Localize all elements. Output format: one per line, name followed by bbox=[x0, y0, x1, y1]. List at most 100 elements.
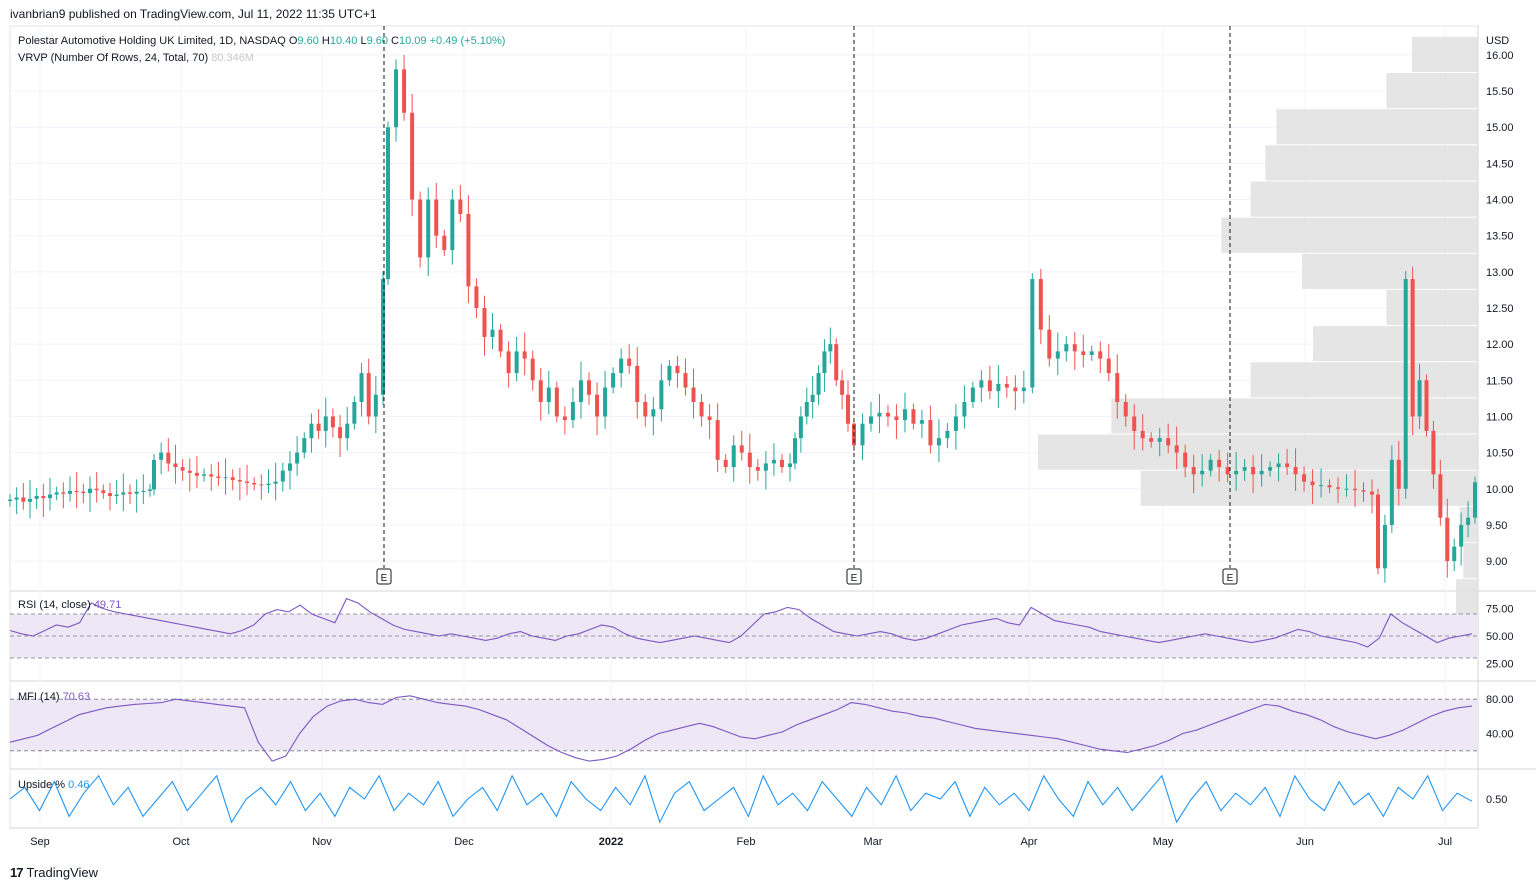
price-tick-label: 11.50 bbox=[1486, 375, 1513, 387]
candle-body bbox=[338, 427, 343, 439]
vrvp-bar bbox=[1038, 434, 1478, 470]
candle-body bbox=[1013, 387, 1018, 392]
candle-body bbox=[1344, 488, 1349, 490]
earnings-marker-label: E bbox=[851, 573, 858, 584]
candle-body bbox=[810, 394, 815, 402]
rsi-band bbox=[10, 614, 1478, 658]
candle-body bbox=[1115, 373, 1120, 402]
candle-body bbox=[28, 498, 32, 502]
close-value: 10.09 bbox=[399, 35, 427, 47]
candle-body bbox=[180, 467, 185, 471]
price-tick-label: 15.00 bbox=[1486, 122, 1514, 134]
candle-body bbox=[538, 380, 543, 402]
symbol-legend: Polestar Automotive Holding UK Limited, … bbox=[18, 35, 505, 47]
time-tick-label: Feb bbox=[737, 836, 756, 848]
tradingview-logo: 17 TradingView bbox=[10, 865, 98, 880]
currency-label: USD bbox=[1486, 35, 1509, 47]
candle-body bbox=[1055, 351, 1060, 359]
candle-body bbox=[1149, 438, 1154, 442]
candle-body bbox=[316, 423, 321, 431]
candle-body bbox=[715, 420, 720, 460]
candle-body bbox=[877, 412, 882, 417]
earnings-marker bbox=[376, 568, 392, 585]
high-value: 10.40 bbox=[329, 35, 358, 47]
candle-body bbox=[1038, 279, 1043, 330]
candle-body bbox=[587, 380, 591, 395]
candle-body bbox=[159, 452, 164, 460]
rsi-tick-label: 50.00 bbox=[1486, 631, 1514, 643]
candle-body bbox=[578, 380, 583, 402]
candle-body bbox=[506, 351, 511, 374]
candle-body bbox=[14, 497, 19, 500]
upside-label: Upside % bbox=[18, 779, 66, 791]
price-tick-label: 13.00 bbox=[1486, 267, 1514, 279]
candle-body bbox=[1285, 463, 1290, 468]
candle-body bbox=[911, 409, 916, 424]
candle-body bbox=[1438, 474, 1443, 518]
candle-body bbox=[121, 492, 126, 495]
candle-body bbox=[128, 492, 132, 494]
candle-body bbox=[1361, 490, 1366, 492]
candle-body bbox=[373, 394, 378, 417]
candle-body bbox=[763, 463, 768, 471]
candle-body bbox=[1234, 470, 1239, 475]
candle-body bbox=[1157, 438, 1162, 442]
candle-body bbox=[1259, 470, 1264, 475]
candle-body bbox=[779, 459, 784, 468]
candle-body bbox=[683, 373, 688, 388]
candle-body bbox=[522, 351, 527, 359]
candle-body bbox=[1081, 351, 1086, 355]
candle-body bbox=[611, 373, 616, 388]
candle-body bbox=[81, 491, 86, 494]
candle-body bbox=[1310, 481, 1315, 486]
candle-body bbox=[987, 380, 992, 392]
mfi-tick-label: 80.00 bbox=[1486, 694, 1514, 706]
candle-body bbox=[1242, 467, 1247, 471]
candle-body bbox=[280, 470, 285, 482]
vrvp-bar bbox=[1250, 362, 1478, 398]
candle-body bbox=[840, 380, 845, 395]
candle-body bbox=[1225, 467, 1230, 475]
mfi-value: 70.63 bbox=[62, 691, 91, 703]
candle-body bbox=[352, 402, 357, 424]
candle-body bbox=[747, 452, 752, 468]
candle-body bbox=[1445, 517, 1450, 562]
candle-body bbox=[1302, 474, 1307, 482]
vrvp-bar bbox=[1221, 217, 1478, 253]
candle-body bbox=[1473, 482, 1477, 518]
earnings-marker bbox=[846, 568, 862, 585]
candle-body bbox=[148, 489, 152, 491]
candle-body bbox=[554, 387, 559, 417]
candle-body bbox=[209, 474, 214, 477]
candle-body bbox=[1251, 467, 1256, 475]
candle-body bbox=[273, 481, 278, 484]
candle-body bbox=[366, 373, 371, 417]
candle-body bbox=[1064, 344, 1069, 352]
candle-body bbox=[1410, 279, 1415, 417]
candle-body bbox=[41, 496, 46, 499]
candle-body bbox=[8, 499, 12, 502]
candle-body bbox=[309, 423, 314, 439]
candle-body bbox=[659, 380, 664, 410]
candle-body bbox=[1370, 491, 1374, 495]
vrvp-bar bbox=[1313, 326, 1478, 362]
candle-body bbox=[902, 409, 907, 421]
candle-body bbox=[1106, 358, 1111, 374]
candle-body bbox=[466, 214, 471, 287]
candle-body bbox=[928, 420, 933, 446]
mfi-line bbox=[9, 695, 1473, 762]
candle-body bbox=[731, 445, 736, 468]
candle-body bbox=[868, 416, 873, 424]
change-value: +0.49 (+5.10%) bbox=[429, 35, 506, 47]
candle-body bbox=[482, 308, 487, 337]
candle-body bbox=[699, 402, 704, 417]
open-label: O bbox=[288, 35, 298, 47]
candle-body bbox=[166, 452, 171, 464]
low-label: L bbox=[360, 35, 367, 47]
candle-body bbox=[739, 445, 744, 453]
candle-body bbox=[202, 474, 207, 476]
time-tick-label: 2022 bbox=[599, 836, 623, 848]
candle-body bbox=[474, 286, 479, 308]
price-tick-label: 13.50 bbox=[1486, 231, 1514, 243]
